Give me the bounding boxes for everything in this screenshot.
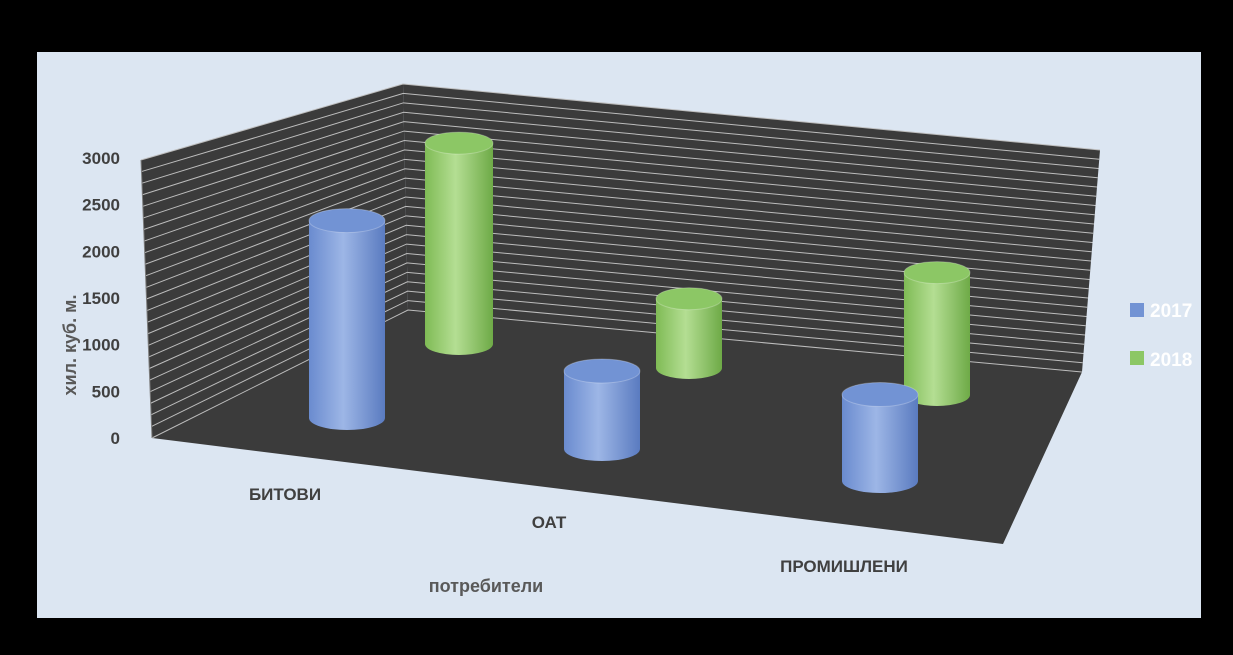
bar-top xyxy=(655,287,723,311)
gridline xyxy=(141,92,1100,173)
legend-swatch-2017 xyxy=(1130,303,1144,317)
gridline xyxy=(142,121,1098,207)
category-label-2: ПРОМИШЛЕНИ xyxy=(780,557,908,576)
gridline xyxy=(151,300,1083,427)
y-axis-title: хил. куб. м. xyxy=(60,295,80,396)
gridline xyxy=(148,243,1088,358)
y-axis-line xyxy=(140,159,153,439)
gridline xyxy=(149,271,1086,393)
bar-2017-0 xyxy=(308,208,386,430)
gridline xyxy=(151,309,1083,439)
y-tick-label: 2500 xyxy=(82,196,120,215)
bar-2018-1 xyxy=(655,287,723,379)
y-tick-labels: 0 500 1000 1500 2000 2500 3000 xyxy=(82,149,120,448)
gridline xyxy=(149,252,1087,369)
bar-2018-2 xyxy=(903,261,971,406)
y-tick-label: 2000 xyxy=(82,242,120,261)
gridline xyxy=(144,149,1095,242)
bars xyxy=(308,131,971,493)
y-tick-label: 1000 xyxy=(82,336,120,355)
x-axis-title: потребители xyxy=(429,576,544,596)
gridline xyxy=(140,83,1101,161)
gridline xyxy=(145,187,1092,288)
legend: 2017 2018 xyxy=(1130,301,1192,371)
bar-body xyxy=(842,394,918,493)
gridline xyxy=(144,168,1094,265)
legend-swatch-2018 xyxy=(1130,351,1144,365)
gridline xyxy=(147,215,1090,323)
bar-2017-1 xyxy=(563,358,641,461)
gridlines xyxy=(140,83,1101,439)
bar-top xyxy=(563,358,641,384)
gridline xyxy=(141,102,1099,184)
gridline xyxy=(145,177,1093,277)
gridline xyxy=(144,158,1095,254)
bar-body xyxy=(309,220,385,430)
legend-label-2018: 2018 xyxy=(1150,350,1192,371)
bar-top xyxy=(308,208,386,234)
gridline xyxy=(148,234,1089,346)
y-tick-label: 1500 xyxy=(82,289,120,308)
legend-label-2017: 2017 xyxy=(1150,301,1192,322)
gridline xyxy=(147,224,1089,335)
gridline xyxy=(146,205,1091,312)
gridline xyxy=(150,281,1085,404)
bar-body xyxy=(904,272,970,406)
gridline xyxy=(146,196,1092,300)
bar-body xyxy=(425,143,493,355)
gridline xyxy=(149,262,1086,381)
bar-2017-2 xyxy=(841,382,919,493)
y-tick-label: 500 xyxy=(92,382,120,401)
bar-top xyxy=(424,131,494,155)
category-label-1: ОАТ xyxy=(532,513,567,532)
category-label-0: БИТОВИ xyxy=(249,485,321,504)
bar-top xyxy=(841,382,919,408)
bar-body xyxy=(656,298,722,379)
gridline xyxy=(143,139,1096,230)
gridline xyxy=(150,290,1084,416)
bar-body xyxy=(564,371,640,461)
y-tick-label: 3000 xyxy=(82,149,120,168)
y-tick-label: 0 xyxy=(111,429,120,448)
gridline xyxy=(142,111,1098,196)
bar-top xyxy=(903,261,971,285)
bar-2018-0 xyxy=(424,131,494,355)
gridline xyxy=(143,130,1097,219)
